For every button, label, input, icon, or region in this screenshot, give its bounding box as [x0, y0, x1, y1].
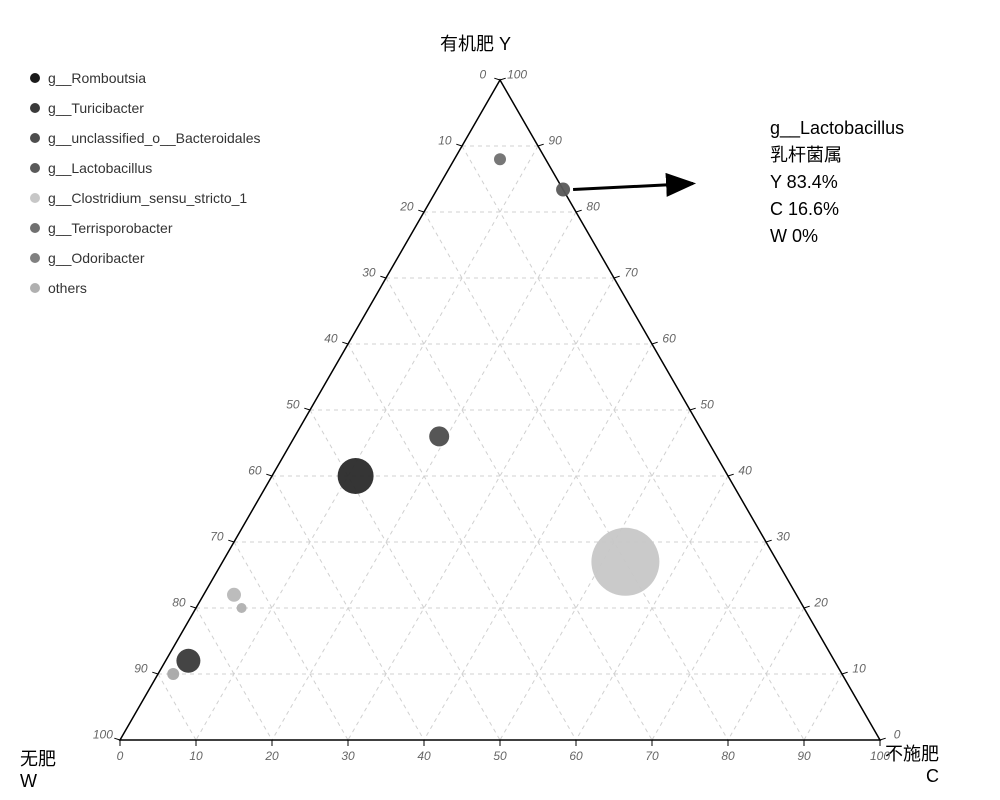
svg-text:30: 30 [776, 530, 790, 544]
point-g__Turicibacter [176, 649, 200, 673]
svg-text:50: 50 [700, 398, 714, 412]
svg-text:40: 40 [324, 332, 338, 346]
svg-text:90: 90 [797, 749, 811, 763]
point-g__Lactobacillus [556, 183, 570, 197]
grid [158, 146, 842, 740]
svg-text:100: 100 [507, 68, 527, 82]
svg-text:40: 40 [738, 464, 752, 478]
svg-text:30: 30 [341, 749, 355, 763]
svg-text:50: 50 [286, 398, 300, 412]
svg-text:60: 60 [569, 749, 583, 763]
svg-text:80: 80 [172, 596, 186, 610]
svg-text:70: 70 [624, 266, 638, 280]
point-g__unclassified_o__Bacteroidales [429, 426, 449, 446]
axis-ticks: 0102030405060708090100100908070605040302… [93, 68, 901, 763]
point-g__Romboutsia [338, 458, 374, 494]
point-g__Odoribacter [167, 668, 179, 680]
point-g__Terrisporobacter [494, 153, 506, 165]
svg-text:80: 80 [721, 749, 735, 763]
svg-text:0: 0 [894, 728, 901, 742]
svg-text:60: 60 [248, 464, 262, 478]
svg-text:100: 100 [870, 749, 890, 763]
svg-text:10: 10 [852, 662, 866, 676]
svg-text:100: 100 [93, 728, 113, 742]
callout-arrow [573, 184, 693, 190]
svg-text:40: 40 [417, 749, 431, 763]
ternary-plot: 0102030405060708090100100908070605040302… [0, 0, 1000, 800]
svg-text:90: 90 [134, 662, 148, 676]
svg-text:90: 90 [548, 134, 562, 148]
svg-text:20: 20 [264, 749, 279, 763]
svg-text:50: 50 [493, 749, 507, 763]
svg-text:10: 10 [438, 134, 452, 148]
point-others_b [237, 603, 247, 613]
svg-text:60: 60 [662, 332, 676, 346]
svg-text:70: 70 [645, 749, 659, 763]
svg-text:20: 20 [399, 200, 414, 214]
svg-text:10: 10 [189, 749, 203, 763]
svg-text:80: 80 [586, 200, 600, 214]
svg-text:30: 30 [362, 266, 376, 280]
svg-text:70: 70 [210, 530, 224, 544]
point-others_a [227, 588, 241, 602]
data-points [167, 153, 659, 680]
svg-text:20: 20 [813, 596, 828, 610]
point-g__Clostridium_sensu_stricto_1 [591, 528, 659, 596]
svg-text:0: 0 [117, 749, 124, 763]
svg-text:0: 0 [480, 68, 487, 82]
triangle-outline [120, 80, 880, 740]
